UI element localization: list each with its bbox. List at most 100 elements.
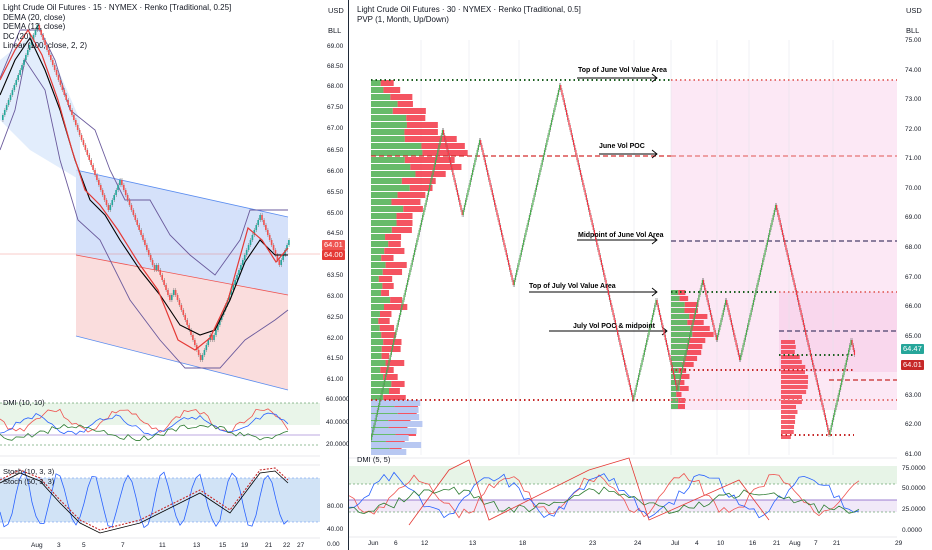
right-renko-brick xyxy=(535,185,538,190)
right-renko-brick xyxy=(446,145,448,150)
left-renko-brick xyxy=(172,290,175,295)
right-unit[interactable]: BLL xyxy=(906,26,920,35)
july-profile-down xyxy=(679,386,689,391)
right-renko-brick xyxy=(419,225,421,230)
july-profile-down xyxy=(684,308,698,313)
right-renko-brick xyxy=(372,430,374,435)
right-renko-brick xyxy=(477,145,479,150)
right-renko-brick xyxy=(531,205,533,210)
right-pvp-label[interactable]: PVP (1, Month, Up/Down) xyxy=(357,14,449,24)
right-renko-brick xyxy=(733,330,735,335)
june-profile-down xyxy=(385,262,407,268)
right-renko-brick xyxy=(715,335,717,340)
june-profile-up xyxy=(371,129,405,135)
right-renko-brick xyxy=(805,330,807,335)
right-renko-brick xyxy=(627,375,629,380)
left-price-tick: 65.00 xyxy=(327,210,344,217)
legend-dc[interactable]: DC (20) xyxy=(3,31,32,41)
june-profile-down xyxy=(384,248,405,254)
right-renko-brick xyxy=(671,365,673,370)
left-renko-brick xyxy=(53,65,56,70)
june-profile-up xyxy=(371,87,384,93)
right-renko-brick xyxy=(757,280,759,285)
left-renko-brick xyxy=(40,30,43,35)
right-renko-brick xyxy=(582,180,584,185)
left-time-tick: 15 xyxy=(219,542,227,549)
right-renko-brick xyxy=(588,205,590,210)
right-currency[interactable]: USD xyxy=(906,6,922,15)
aug-profile-down xyxy=(781,340,795,344)
right-renko-brick xyxy=(546,140,548,145)
left-renko-brick xyxy=(165,285,167,290)
left-currency[interactable]: USD xyxy=(328,6,344,15)
left-unit[interactable]: BLL xyxy=(328,26,342,35)
left-renko-brick xyxy=(61,85,64,90)
right-renko-brick xyxy=(569,125,571,130)
left-renko-brick xyxy=(178,300,181,305)
left-chart-panel[interactable]: 69.00 68.50 68.00 67.50 67.00 66.50 66.00 65.50… xyxy=(0,0,348,550)
legend-linear[interactable]: Linear (100, close, 2, 2) xyxy=(3,41,88,50)
aug-profile-down xyxy=(781,400,802,404)
right-renko-brick xyxy=(765,245,767,250)
july-profile-up xyxy=(671,308,685,313)
left-renko-brick xyxy=(249,240,252,245)
right-renko-brick xyxy=(564,105,567,110)
right-price-chart[interactable]: 75.00 74.00 73.00 72.00 71.00 70.00 69.00 68.00… xyxy=(349,0,932,550)
right-renko-brick xyxy=(791,270,793,275)
left-price-tick: 64.50 xyxy=(327,230,344,237)
left-time-tick: 13 xyxy=(193,542,201,549)
panel-divider[interactable] xyxy=(348,0,349,550)
dema-20-line xyxy=(0,36,288,336)
annotation-top-june-va[interactable]: Top of June Vol Value Area xyxy=(578,67,667,74)
left-renko-brick xyxy=(234,280,236,285)
june-profile-up xyxy=(371,318,379,324)
left-stoch-sub-label[interactable]: Stoch (50, 3, 3) xyxy=(3,477,55,486)
right-renko-brick xyxy=(545,145,547,150)
right-renko-brick xyxy=(426,195,428,200)
right-renko-brick xyxy=(402,300,404,305)
left-time-tick: 27 xyxy=(297,542,305,549)
left-price-tick: 67.00 xyxy=(327,125,344,132)
left-renko-brick xyxy=(67,100,69,105)
left-renko-brick xyxy=(71,110,73,115)
left-renko-brick xyxy=(73,115,75,120)
right-dmi-label[interactable]: DMI (5, 5) xyxy=(357,455,391,464)
left-renko-brick xyxy=(57,75,60,80)
left-dmi-label[interactable]: DMI (10, 10) xyxy=(3,398,45,407)
left-renko-brick xyxy=(3,110,6,115)
june-profile-up xyxy=(371,353,382,359)
right-renko-brick xyxy=(554,105,556,110)
right-renko-brick xyxy=(750,310,752,315)
right-renko-brick xyxy=(447,150,449,155)
july-profile-up xyxy=(671,350,687,355)
right-renko-brick xyxy=(806,335,808,340)
right-renko-brick xyxy=(807,340,809,345)
right-renko-brick xyxy=(552,115,554,120)
right-renko-brick xyxy=(721,315,723,320)
annotation-mid-june-va[interactable]: Midpoint of June Vol Area xyxy=(578,232,664,239)
right-renko-brick xyxy=(675,380,677,385)
left-renko-brick xyxy=(113,195,115,200)
left-stoch-label[interactable]: Stoch (10, 3, 3) xyxy=(3,467,55,476)
right-renko-brick xyxy=(731,325,734,330)
right-renko-brick xyxy=(662,325,664,330)
annotation-top-july-va[interactable]: Top of July Vol Value Area xyxy=(529,283,616,290)
june-profile-down xyxy=(389,388,400,394)
right-chart-panel[interactable]: 75.00 74.00 73.00 72.00 71.00 70.00 69.00 68.00… xyxy=(349,0,932,550)
annotation-july-poc-mid[interactable]: July Vol POC & midpoint xyxy=(573,323,655,330)
left-renko-brick xyxy=(105,200,108,205)
june-profile-up xyxy=(371,339,384,345)
legend-dema-20[interactable]: DEMA (20, close) xyxy=(3,12,66,22)
right-renko-brick xyxy=(762,260,764,265)
right-renko-brick xyxy=(503,240,505,245)
right-renko-brick xyxy=(530,210,532,215)
left-renko-brick xyxy=(63,90,66,95)
annotation-june-poc[interactable]: June Vol POC xyxy=(599,143,645,150)
right-renko-brick xyxy=(541,160,543,165)
left-price-chart[interactable]: 69.00 68.50 68.00 67.50 67.00 66.50 66.00 65.50… xyxy=(0,0,348,550)
left-renko-brick xyxy=(59,80,62,85)
left-time-tick: 3 xyxy=(57,542,61,549)
june-profile-down xyxy=(381,255,394,261)
legend-dema-12[interactable]: DEMA (12, close) xyxy=(3,22,66,31)
right-renko-brick xyxy=(571,135,573,140)
